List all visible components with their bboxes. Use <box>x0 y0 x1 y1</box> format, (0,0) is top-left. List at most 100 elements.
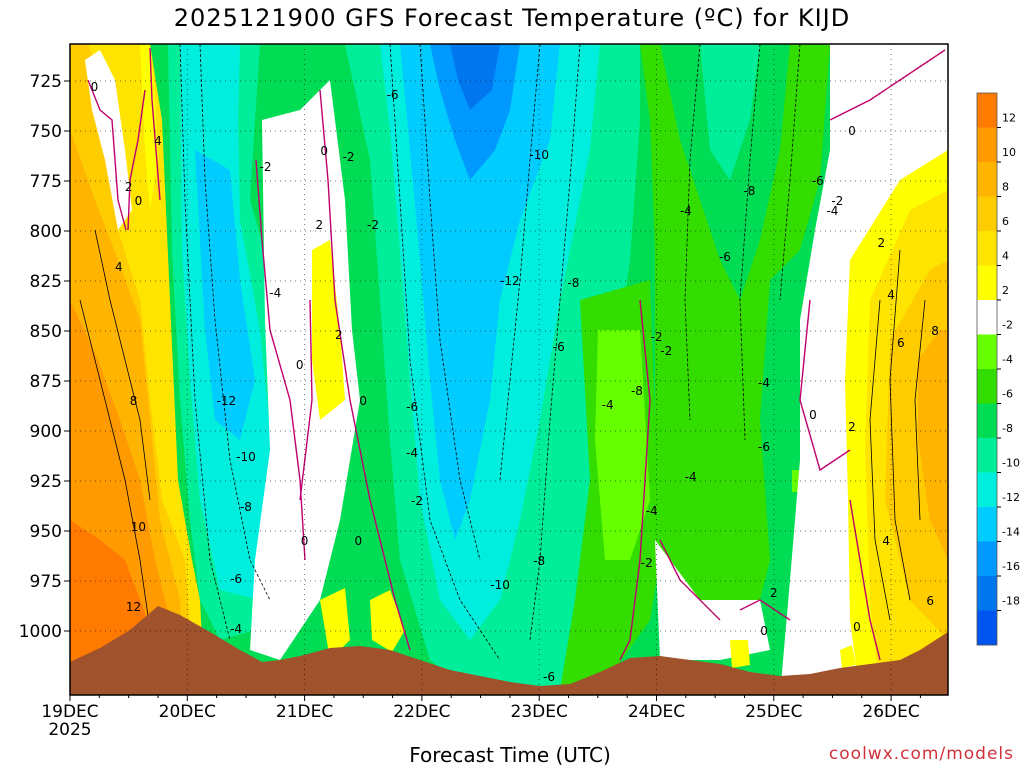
y-tick-label-850: 850 <box>30 322 62 342</box>
colorbar-label-10: -10 <box>1002 457 1020 470</box>
colorbar-segment-4 <box>977 231 997 266</box>
colorbar-segment-12 <box>977 507 997 542</box>
contour-label-17: -8 <box>567 276 579 290</box>
colorbar-segment-9 <box>977 403 997 439</box>
contour-label-49: -6 <box>758 440 770 454</box>
contour-label-2: 2 <box>125 180 133 194</box>
region-cold-trough-12 <box>400 44 560 540</box>
contour-label-39: -4 <box>680 204 692 218</box>
contour-label-24: -10 <box>236 450 256 464</box>
x-tick-label-7: 26DEC <box>862 702 919 722</box>
colorbar-label-4: 4 <box>1002 250 1009 263</box>
y-tick-label-975: 975 <box>30 572 62 592</box>
contour-label-18: 2 <box>335 328 343 342</box>
y-tick-label-800: 800 <box>30 222 62 242</box>
x-tick-label-0: 19DEC <box>41 702 98 722</box>
contour-line-neg-5 <box>529 44 581 641</box>
contour-line-neg-7 <box>739 44 761 441</box>
contour-label-6: 10 <box>131 520 146 534</box>
colorbar-label-0: 12 <box>1002 112 1016 125</box>
colorbar-segment-6 <box>977 300 997 335</box>
colorbar-label-9: -8 <box>1002 422 1013 435</box>
colorbar-label-5: 2 <box>1002 284 1009 297</box>
y-tick-label-1000: 1000 <box>19 622 62 642</box>
zero-isotherm-4 <box>319 89 411 651</box>
contour-label-26: -8 <box>240 500 252 514</box>
contour-label-35: -4 <box>602 398 614 412</box>
contour-label-27: -2 <box>411 494 423 508</box>
contour-label-58: 2 <box>848 420 856 434</box>
region-zero-right-top <box>890 44 948 180</box>
contour-label-5: 8 <box>130 394 138 408</box>
y-tick-label-750: 750 <box>30 122 62 142</box>
contour-label-52: 0 <box>809 408 817 422</box>
zero-isotherm-2 <box>149 47 161 201</box>
colorbar-label-13: -16 <box>1002 560 1020 573</box>
x-axis-label: Forecast Time (UTC) <box>409 743 611 767</box>
contour-label-61: 0 <box>853 620 861 634</box>
x-tick-label-6: 25DEC <box>745 702 802 722</box>
contour-line-neg-2 <box>389 44 501 661</box>
contour-label-12: 2 <box>315 218 323 232</box>
region-cold-12 <box>195 150 255 440</box>
contour-label-56: 6 <box>897 336 905 350</box>
region-warm-8-right <box>918 330 948 560</box>
zero-isotherm-7 <box>659 539 721 621</box>
contour-label-59: 4 <box>882 534 890 548</box>
colorbar-segment-1 <box>977 127 997 163</box>
colorbar-segment-0 <box>977 93 997 128</box>
contour-label-22: 0 <box>359 394 367 408</box>
y-tick-label-775: 775 <box>30 172 62 192</box>
colorbar-label-8: -6 <box>1002 388 1013 401</box>
colorbar-segment-11 <box>977 472 997 508</box>
x-tick-label-0-year: 2025 <box>48 720 91 740</box>
contour-label-45: -4 <box>685 470 697 484</box>
colorbar-segment-3 <box>977 196 997 232</box>
y-tick-label-725: 725 <box>30 72 62 92</box>
colorbar: 12 10 8 6 4 2 -2 -4 -6 -8 -10 -12 -14 -16 -18 <box>976 92 1020 646</box>
contour-line-pos-1 <box>94 229 151 501</box>
contour-label-29: 0 <box>355 534 363 548</box>
zero-isotherm-1 <box>127 89 146 231</box>
region-warm-21dec-low2 <box>370 590 405 652</box>
plot-frame <box>69 43 949 696</box>
contour-label-46: -4 <box>646 504 658 518</box>
region-cold-4-24dec <box>640 44 830 600</box>
contour-label-51: 0 <box>760 624 768 638</box>
contour-label-13: -2 <box>367 218 379 232</box>
contour-label-9: -2 <box>260 160 272 174</box>
zero-isotherm-9 <box>829 49 946 121</box>
region-warm-21dec-low <box>320 588 350 660</box>
zero-isotherm-5 <box>299 299 313 501</box>
contour-line-neg-6 <box>684 44 701 421</box>
colorbar-segment-10 <box>977 438 997 473</box>
colorbar-segment-8 <box>977 369 997 404</box>
contour-label-30: -6 <box>230 572 242 586</box>
region-cold-trough-16 <box>450 44 500 110</box>
contour-label-28: 0 <box>301 534 309 548</box>
contour-label-41: -8 <box>743 184 755 198</box>
contour-label-8: -6 <box>387 88 399 102</box>
contour-label-23: -6 <box>406 400 418 414</box>
contour-line-neg-3 <box>419 44 481 561</box>
contour-label-38: -2 <box>660 344 672 358</box>
contour-label-31: -4 <box>230 622 242 636</box>
colorbar-segment-2 <box>977 162 997 197</box>
colorbar-segment-5 <box>977 265 997 301</box>
contour-label-7: 12 <box>126 600 141 614</box>
x-tick-label-2: 21DEC <box>276 702 333 722</box>
contour-label-4: 4 <box>115 260 123 274</box>
terrain-surface <box>70 606 948 695</box>
contour-label-21: -12 <box>217 394 237 408</box>
contour-label-53: 0 <box>848 124 856 138</box>
contour-label-3: 0 <box>135 194 143 208</box>
y-tick-label-875: 875 <box>30 372 62 392</box>
contour-label-1: 4 <box>154 134 162 148</box>
contour-label-10: 0 <box>320 144 328 158</box>
contour-label-36: -8 <box>631 384 643 398</box>
x-tick-label-4: 23DEC <box>511 702 568 722</box>
region-zero-topleft <box>85 50 132 230</box>
contour-line-neg-4 <box>499 44 541 481</box>
contour-label-16: -12 <box>500 274 520 288</box>
colorbar-label-11: -12 <box>1002 491 1020 504</box>
